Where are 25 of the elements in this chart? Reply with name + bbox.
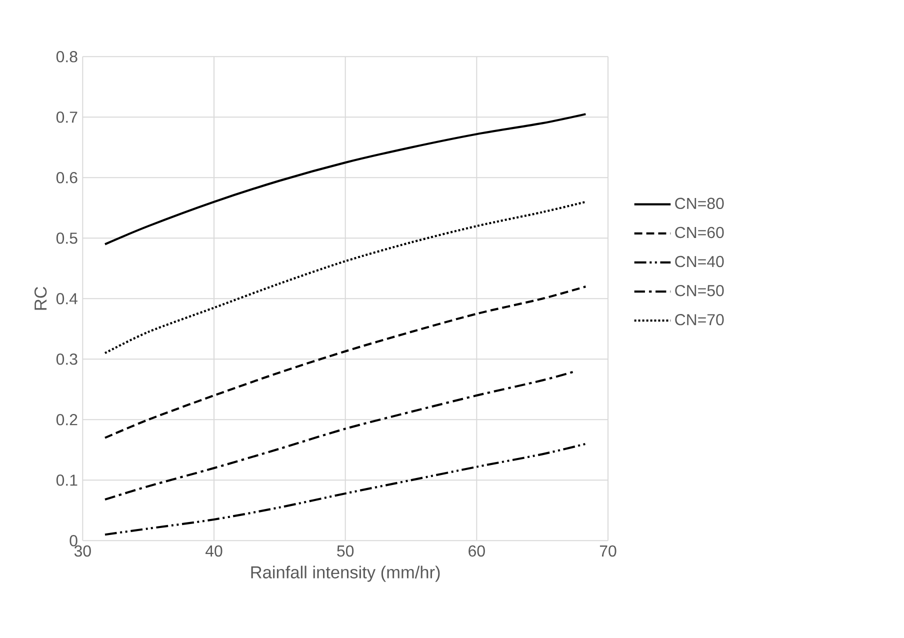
y-tick-label: 0.1 <box>56 474 78 486</box>
x-tick-label: 50 <box>337 545 354 557</box>
line-series <box>104 442 587 536</box>
legend-label: CN=40 <box>675 256 724 268</box>
y-axis-title: RC <box>34 286 47 310</box>
line-series <box>104 113 587 246</box>
line-series <box>104 286 587 439</box>
y-tick-label: 0.2 <box>56 414 78 426</box>
legend-label: CN=60 <box>675 226 724 238</box>
x-axis-title: Rainfall intensity (mm/hr) <box>251 566 440 582</box>
line-series <box>104 200 587 354</box>
y-tick-label: 0.3 <box>56 354 78 365</box>
y-tick-label: 0.4 <box>56 293 78 304</box>
y-tick-label: 0 <box>70 535 78 546</box>
x-tick-label: 70 <box>600 545 616 557</box>
y-tick-label: 0.8 <box>56 51 78 62</box>
y-tick-label: 0.7 <box>56 112 78 123</box>
x-tick-label: 30 <box>74 545 91 557</box>
legend-label: CN=70 <box>675 314 724 326</box>
y-tick-label: 0.6 <box>56 172 78 184</box>
x-tick-label: 40 <box>206 545 222 557</box>
y-tick-label: 0.5 <box>56 232 78 244</box>
legend-label: CN=50 <box>675 284 724 296</box>
legend-label: CN=80 <box>675 198 724 210</box>
x-tick-label: 60 <box>468 545 485 557</box>
